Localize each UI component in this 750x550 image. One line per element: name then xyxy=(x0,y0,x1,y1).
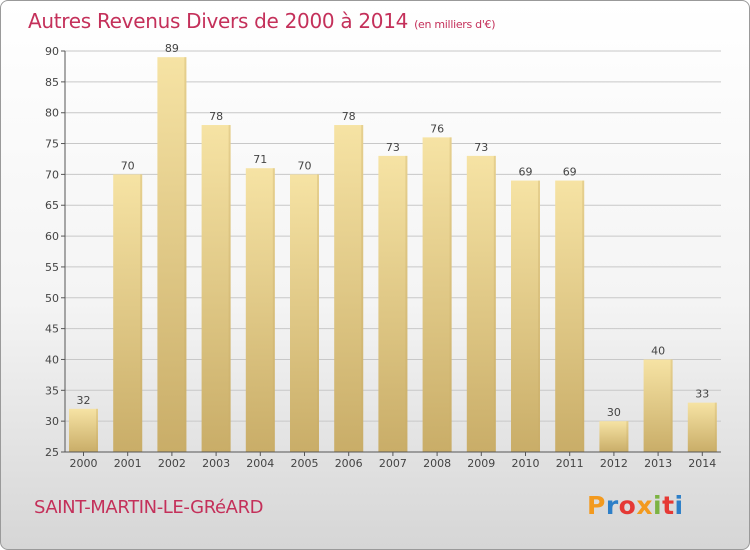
bar-edge xyxy=(714,402,717,452)
bar-edge xyxy=(405,155,408,452)
y-tick-label: 80 xyxy=(45,107,59,120)
y-tick-label: 50 xyxy=(45,292,59,305)
y-tick-label: 85 xyxy=(45,76,59,89)
y-tick-label: 30 xyxy=(45,415,59,428)
bar-2012 xyxy=(599,421,629,452)
commune-name: SAINT-MARTIN-LE-GRéARD xyxy=(34,497,264,518)
bar-value-label: 78 xyxy=(342,110,356,123)
bar-value-label: 73 xyxy=(386,141,400,154)
bar-edge xyxy=(626,421,629,452)
bar-edge xyxy=(361,125,364,453)
bars xyxy=(69,57,717,453)
proxiti-logo[interactable]: Proxiti xyxy=(587,491,684,520)
bar-2010 xyxy=(511,180,540,453)
bar-value-label: 73 xyxy=(474,141,488,154)
logo-letter: i xyxy=(653,491,663,520)
bar-edge xyxy=(493,155,496,452)
logo-letter: t xyxy=(662,491,675,520)
y-tick-label: 65 xyxy=(45,199,59,212)
bar-edge xyxy=(582,180,585,453)
bar-value-label: 76 xyxy=(430,122,444,135)
bar-value-label: 30 xyxy=(607,406,621,419)
bar-edge xyxy=(317,174,319,452)
y-tick-label: 90 xyxy=(45,45,59,58)
bar-2014 xyxy=(687,402,717,452)
bar-edge xyxy=(96,408,98,452)
bar-2001 xyxy=(113,174,143,452)
x-tick-label: 2010 xyxy=(512,457,540,470)
x-tick-label: 2007 xyxy=(379,457,407,470)
y-tick-label: 70 xyxy=(45,168,59,181)
x-tick-label: 2000 xyxy=(70,457,98,470)
bar-value-label: 69 xyxy=(563,166,577,179)
bar-edge xyxy=(670,359,673,452)
bar-value-label: 70 xyxy=(298,159,312,172)
logo-letter: P xyxy=(587,491,606,520)
y-tick-label: 60 xyxy=(45,230,59,243)
y-tick-label: 45 xyxy=(45,323,59,336)
bar-2004 xyxy=(245,168,275,452)
x-tick-label: 2012 xyxy=(600,457,628,470)
title-text: Autres Revenus Divers de 2000 à 2014 xyxy=(28,9,409,33)
chart-subtitle: (en milliers d'€) xyxy=(414,18,496,31)
y-tick-label: 55 xyxy=(45,261,59,274)
y-tick-label: 75 xyxy=(45,138,59,151)
bar-2000 xyxy=(69,408,98,452)
bar-value-label: 78 xyxy=(209,110,223,123)
bar-value-label: 89 xyxy=(165,42,179,55)
bar-edge xyxy=(272,168,275,452)
x-tick-label: 2005 xyxy=(291,457,319,470)
bar-edge xyxy=(228,125,231,453)
bar-value-label: 71 xyxy=(253,153,267,166)
logo-letter: i xyxy=(674,491,684,520)
x-tick-label: 2013 xyxy=(644,457,672,470)
bar-2005 xyxy=(290,174,319,452)
bar-2007 xyxy=(378,155,408,452)
bar-2011 xyxy=(555,180,585,453)
x-tick-label: 2009 xyxy=(467,457,495,470)
bar-2013 xyxy=(643,359,673,452)
bar-value-label: 32 xyxy=(77,394,91,407)
logo-letter: r xyxy=(605,491,619,520)
x-tick-label: 2004 xyxy=(246,457,274,470)
x-tick-label: 2006 xyxy=(335,457,363,470)
bar-2002 xyxy=(157,57,187,453)
x-tick-label: 2001 xyxy=(114,457,142,470)
x-tick-label: 2002 xyxy=(158,457,186,470)
bar-value-label: 69 xyxy=(519,166,533,179)
bar-edge xyxy=(538,180,540,453)
y-tick-label: 35 xyxy=(45,384,59,397)
bar-2008 xyxy=(422,137,452,452)
bar-value-label: 33 xyxy=(695,388,709,401)
bar-2003 xyxy=(201,125,231,453)
bar-2009 xyxy=(466,155,496,452)
bar-2006 xyxy=(334,125,364,453)
bar-value-label: 70 xyxy=(121,159,135,172)
y-tick-label: 25 xyxy=(45,446,59,459)
x-tick-label: 2014 xyxy=(688,457,716,470)
bar-edge xyxy=(449,137,452,452)
labels: 25 30 35 40 45 50 55 60 65 70 75 80 85 90 32 2000 70 2001… xyxy=(45,42,716,470)
axes xyxy=(61,50,721,456)
bar-edge xyxy=(140,174,143,452)
logo-letter: o xyxy=(618,491,637,520)
bar-edge xyxy=(184,57,187,453)
chart-title: Autres Revenus Divers de 2000 à 2014 (en … xyxy=(28,9,496,33)
x-tick-label: 2003 xyxy=(202,457,230,470)
logo-letter: x xyxy=(636,491,653,520)
x-tick-label: 2011 xyxy=(556,457,584,470)
bar-value-label: 40 xyxy=(651,344,665,357)
x-tick-label: 2008 xyxy=(423,457,451,470)
y-tick-label: 40 xyxy=(45,353,59,366)
